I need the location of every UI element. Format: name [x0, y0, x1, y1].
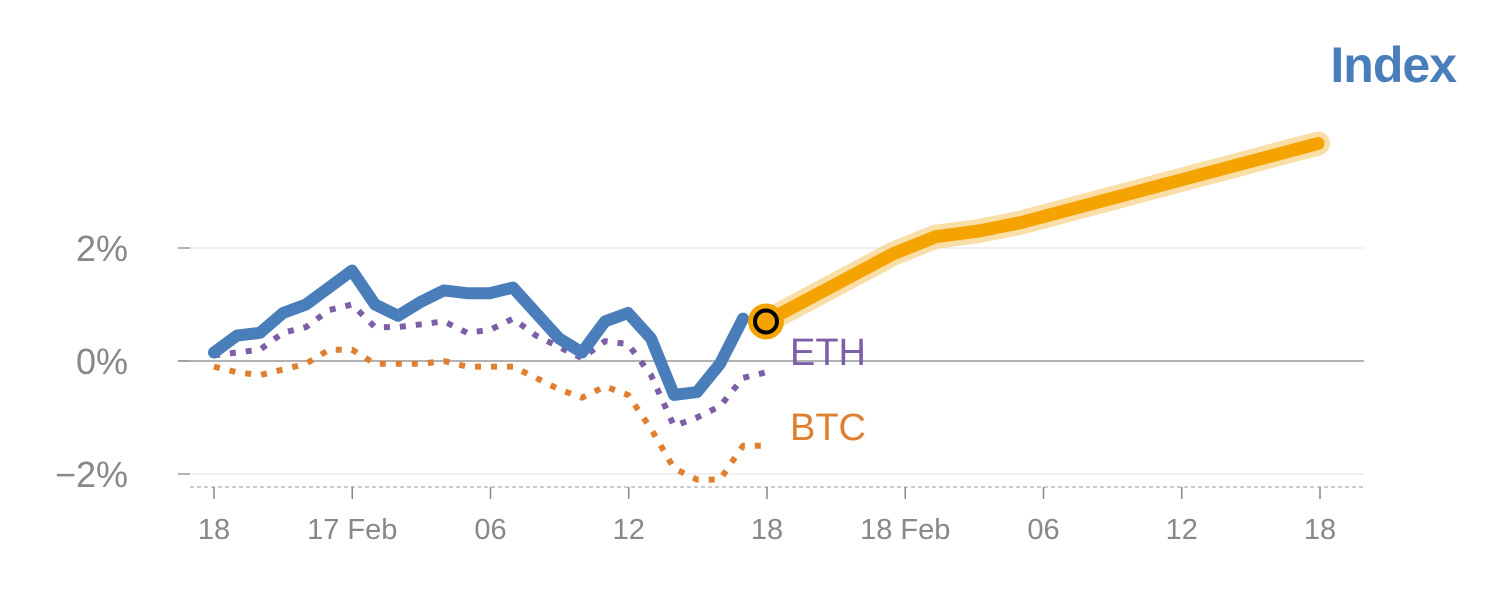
gridlines	[178, 247, 1364, 475]
series	[208, 131, 1330, 483]
x-tick-label: 18	[1304, 514, 1336, 546]
x-tick-label: 17 Feb	[307, 514, 397, 546]
index-series-line	[208, 264, 749, 401]
labels: ETH BTC	[790, 332, 866, 449]
chart-title: Index	[1330, 37, 1457, 93]
eth-series-label: ETH	[790, 332, 866, 374]
x-tick-label: 18 Feb	[860, 514, 950, 546]
x-tick-label: 06	[474, 514, 506, 546]
axes: 2% 0% −2% 18 17 Feb 06 12 18 18 Feb 06 12 18	[55, 228, 1366, 546]
x-tick-label: 12	[1166, 514, 1198, 546]
y-tick-label: 2%	[76, 228, 128, 269]
y-tick-label: −2%	[55, 454, 128, 495]
x-tick-label: 06	[1027, 514, 1059, 546]
btc-series-label: BTC	[790, 407, 866, 449]
x-tick-label: 12	[613, 514, 645, 546]
eth-series-line	[213, 301, 767, 429]
x-tick-label: 18	[198, 514, 230, 546]
btc-series-line	[213, 346, 766, 483]
x-tick-label: 18	[751, 514, 783, 546]
forecast-series-line	[759, 137, 1325, 328]
y-tick-label: 0%	[76, 341, 128, 382]
current-point-marker	[753, 308, 779, 335]
